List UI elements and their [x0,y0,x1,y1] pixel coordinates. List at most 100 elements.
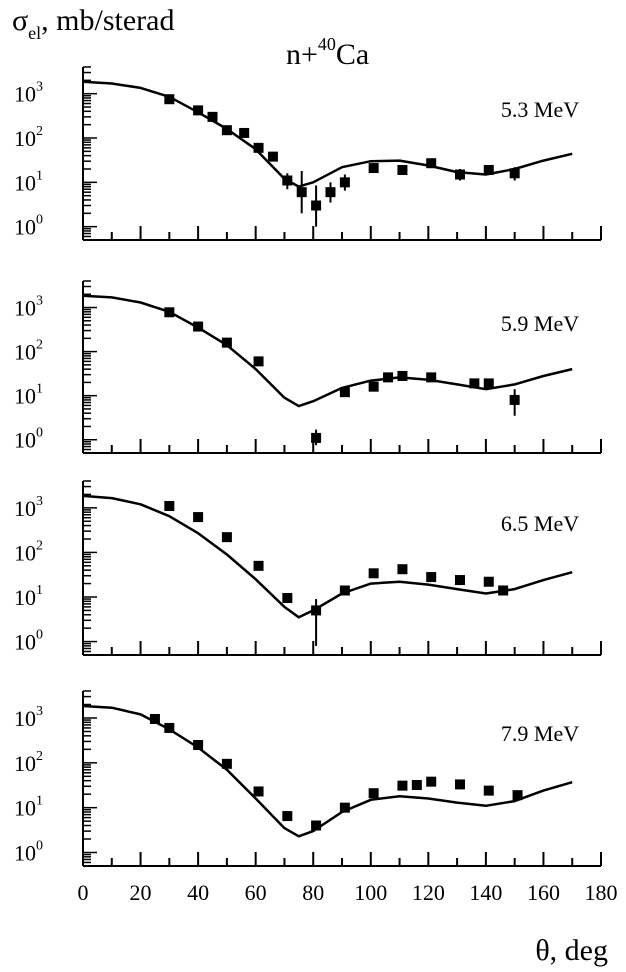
data-point [426,372,437,383]
data-point [509,394,520,405]
chart-title-suffix: Ca [336,38,369,71]
data-point [498,585,509,596]
data-point [483,576,494,587]
data-point [164,500,175,511]
y-tick-label: 100 [14,628,43,655]
data-point [483,785,494,796]
x-tick-label: 180 [585,880,618,905]
data-point [426,776,437,787]
data-point [164,94,175,105]
data-point [397,564,408,575]
energy-label: 7.9 MeV [501,721,579,746]
data-point [483,164,494,175]
energy-label: 5.3 MeV [501,97,579,122]
data-point [339,802,350,813]
panel-1: 100 101 102 103 5.3 MeV [14,66,602,241]
y-axis-label-subscript: el [28,23,41,43]
y-axis-label: σel, mb/sterad [12,4,174,43]
y-axis-label-symbol: σ [12,4,28,37]
panel-2: 100 101 102 103 5.9 MeV [14,280,602,454]
data-point [296,187,307,198]
y-tick-label: 101 [14,168,43,195]
y-tick-label: 102 [14,538,43,565]
data-point [253,356,264,367]
data-point [282,592,293,603]
data-point [397,780,408,791]
data-point [325,187,336,198]
panel-4: 100 101 102 103 7.9 MeV 0 20 40 60 80 100 120 140 160… [14,690,618,905]
theory-curve [82,704,573,838]
data-point [193,105,204,116]
data-point [383,372,394,383]
x-tick-label: 80 [302,880,324,905]
data-point [282,175,293,186]
x-axis-label: θ, deg [535,934,608,967]
data-point [282,811,293,822]
data-point [426,572,437,583]
data-point [149,713,160,724]
data-point [368,568,379,579]
y-axis-label-unit: , mb/sterad [41,4,174,37]
theory-curve [82,294,573,408]
y-tick-label: 102 [14,749,43,776]
data-point [483,378,494,389]
data-point [221,758,232,769]
y-tick-label: 100 [14,213,43,240]
data-point [311,432,322,443]
x-tick-label: 40 [187,880,209,905]
y-tick-label: 102 [14,124,43,151]
data-point [221,532,232,543]
data-point [397,164,408,175]
x-tick-label: 0 [78,880,89,905]
y-tick-label: 101 [14,583,43,610]
chart-title-prefix: n+ [286,38,318,71]
y-tick-label: 103 [14,704,43,731]
data-point [454,779,465,790]
chart-title-superscript: 40 [318,34,336,54]
data-point [221,337,232,348]
theory-curve [82,80,573,188]
data-point [512,790,523,801]
data-point [368,163,379,174]
data-point [339,387,350,398]
data-point [426,158,437,169]
y-tick-label: 103 [14,294,43,321]
y-tick-label: 103 [14,80,43,107]
x-tick-label: 60 [245,880,267,905]
x-tick-label: 140 [469,880,502,905]
chart-title: n+40Ca [286,34,369,71]
energy-label: 6.5 MeV [501,511,579,536]
x-tick-label: 20 [130,880,152,905]
y-tick-label: 102 [14,338,43,365]
y-tick-label: 101 [14,794,43,821]
data-point [454,169,465,180]
data-point [221,125,232,136]
data-point [311,200,322,211]
y-tick-label: 100 [14,839,43,866]
x-tick-label: 120 [412,880,445,905]
data-point [411,780,422,791]
data-point [469,378,480,389]
data-point [253,142,264,153]
theory-curve [82,494,573,619]
y-tick-label: 101 [14,382,43,409]
data-point [193,739,204,750]
data-point [339,177,350,188]
data-point [253,560,264,571]
data-point [193,321,204,332]
x-tick-label: 100 [354,880,387,905]
data-point [193,512,204,523]
data-point [239,127,250,138]
data-point [368,381,379,392]
data-point [339,585,350,596]
data-point [207,111,218,122]
x-tick-label: 160 [527,880,560,905]
y-tick-label: 100 [14,426,43,453]
data-point [164,722,175,733]
data-point [311,605,322,616]
data-point [397,370,408,381]
data-point [164,307,175,318]
y-tick-label: 103 [14,494,43,521]
